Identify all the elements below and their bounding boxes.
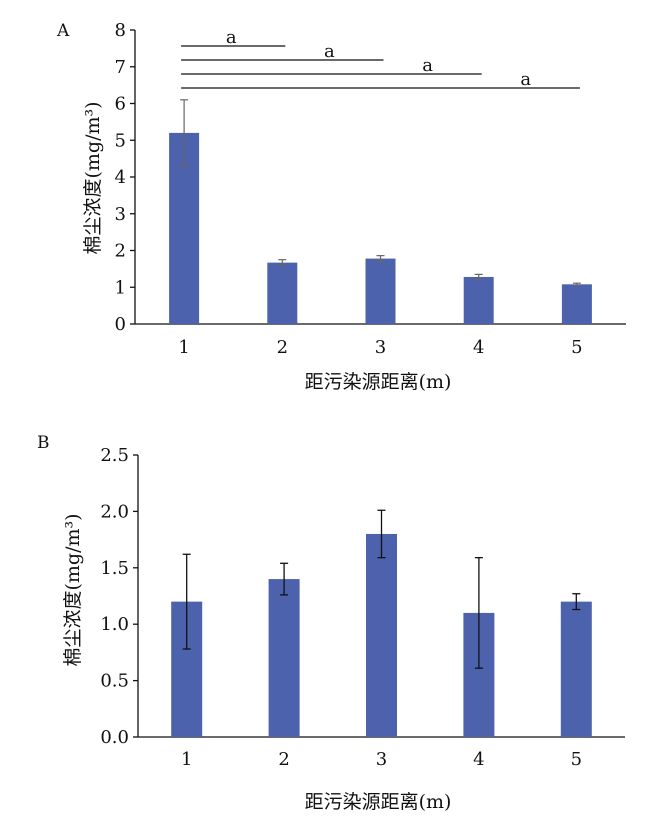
y-tick-label-b: 1.0 (100, 614, 129, 635)
y-tick-label-a: 7 (115, 57, 126, 78)
y-tick-label-b: 0.0 (100, 727, 129, 748)
y-tick-label-b: 2.5 (100, 445, 129, 466)
bar-b-3 (366, 533, 397, 737)
x-axis-title-a: 距污染源距离(m) (305, 371, 452, 393)
y-axis-title-b: 棉尘浓度(mg/m³) (62, 513, 84, 666)
y-tick-label-a: 1 (115, 277, 126, 298)
significance-label-a-2: a (226, 27, 237, 48)
x-tick-label-a-5: 5 (571, 337, 582, 358)
bar-a-4 (463, 276, 494, 324)
x-tick-label-a-4: 4 (473, 337, 484, 358)
x-tick-label-a-3: 3 (375, 337, 386, 358)
significance-label-a-3: a (324, 41, 335, 62)
x-tick-label-b-5: 5 (571, 749, 582, 770)
bar-b-5 (560, 601, 592, 737)
bar-b-2 (268, 579, 300, 737)
y-tick-label-a: 5 (115, 130, 126, 151)
chart-a: A 棉尘浓度(mg/m³) 距污染源距离(m) 0 1 2 3 4 5 6 7 8 1 2 3 4 5 a a… (56, 20, 626, 393)
svg-text:棉尘浓度(mg/m³): 棉尘浓度(mg/m³) (62, 513, 84, 666)
x-axis-title-b: 距污染源距离(m) (305, 791, 452, 813)
significance-label-a-4: a (422, 55, 433, 76)
bar-a-5 (561, 284, 592, 324)
bar-a-3 (365, 258, 396, 324)
y-tick-label-a: 8 (115, 20, 126, 41)
x-tick-label-a-2: 2 (277, 337, 288, 358)
y-tick-label-b: 0.5 (100, 671, 129, 692)
y-tick-label-b: 2.0 (100, 501, 129, 522)
x-tick-label-b-4: 4 (473, 749, 484, 770)
x-tick-label-b-3: 3 (376, 749, 387, 770)
y-tick-label-b: 1.5 (100, 558, 129, 579)
y-axis-title-a: 棉尘浓度(mg/m³) (82, 101, 104, 254)
y-tick-label-a: 3 (115, 204, 126, 225)
y-tick-label-a: 0 (115, 314, 126, 335)
panel-label-b: B (37, 433, 50, 453)
x-tick-label-b-2: 2 (278, 749, 289, 770)
significance-label-a-5: a (520, 69, 531, 90)
panel-label-a: A (56, 21, 70, 41)
y-tick-label-a: 6 (115, 94, 126, 115)
x-tick-label-a-1: 1 (178, 337, 189, 358)
y-tick-label-a: 2 (115, 241, 126, 262)
chart-b: B 棉尘浓度(mg/m³) 距污染源距离(m) 0.0 0.5 1.0 1.5 2.0 2… (37, 433, 625, 813)
svg-text:棉尘浓度(mg/m³): 棉尘浓度(mg/m³) (82, 101, 104, 254)
bar-a-2 (267, 262, 298, 324)
x-tick-label-b-1: 1 (181, 749, 192, 770)
y-tick-label-a: 4 (115, 167, 126, 188)
